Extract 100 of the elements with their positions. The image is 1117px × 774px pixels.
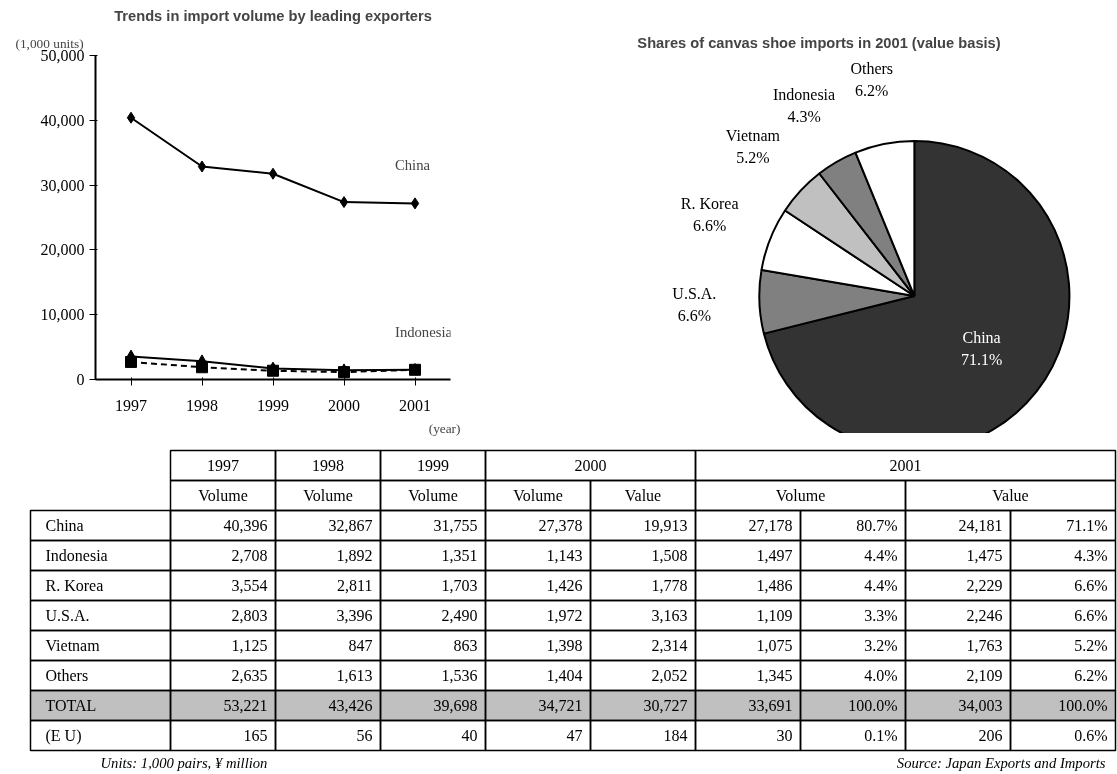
slice-label: U.S.A. [672,284,717,302]
data-label: 1,703 [441,577,478,594]
data-label: 71.1% [1066,517,1108,534]
data-label: 1,404 [546,667,583,684]
data-label: 2,811 [337,577,373,594]
data-label: 32,867 [328,517,373,534]
data-label: 3,163 [651,607,688,624]
data-label: 1,109 [756,607,793,624]
slice-label: China [962,328,1001,346]
x-tick-label: 2001 [399,396,431,414]
slice-label: Indonesia [772,85,836,103]
x-tick-label: 1997 [115,396,147,414]
data-label: 3,554 [231,577,268,594]
data-label: 165 [243,727,268,744]
y-tick-label: 40,000 [40,111,85,129]
data-label: 5.2% [736,148,770,166]
y-tick-label: 0 [76,371,85,388]
point [126,111,136,124]
data-label: 184 [663,727,688,744]
data-label: 56 [356,727,373,744]
data-label: 0.1% [864,727,898,744]
slice-label: Vietnam [725,126,781,144]
data-label: 6.6% [1074,577,1108,594]
x-tick-label: Value [624,487,662,504]
data-label: 53,221 [223,697,268,714]
data-label: 1,763 [966,637,1003,654]
data-label: 100.0% [1058,697,1108,714]
x-axis-title: (year) [428,420,461,436]
data-label: 1,972 [546,607,583,624]
chart-title: Shares of canvas shoe imports in 2001 (value basis) [637,34,1001,51]
data-label: 2,314 [651,637,688,654]
data-label: 1,398 [546,637,583,654]
point [338,366,350,379]
y-tick-label: 20,000 [40,241,85,259]
text: Units: 1,000 pairs, ¥ million [100,754,268,771]
data-label: 39,698 [433,697,478,714]
data-label: 1,475 [966,547,1003,564]
text: 1998 [312,457,344,474]
data-label: 1,536 [441,667,478,684]
data-label: 34,003 [958,697,1003,714]
data-label: 80.7% [856,517,898,534]
data-label: 4.3% [787,107,821,125]
chart-title: Trends in import volume by leading exporters [114,7,432,24]
data-label: 3.2% [864,637,898,654]
x-tick-label: Volume [303,487,353,504]
source-note: Source: Japan Exports and Imports [896,754,1106,771]
data-label: 43,426 [328,697,373,714]
data-label: 2,803 [231,607,268,624]
data-label: 4.3% [1074,547,1108,564]
text: 1999 [417,457,449,474]
data-label: 31,755 [433,517,478,534]
data-label: 2,052 [651,667,688,684]
data-label: 2,246 [966,607,1003,624]
data-label: 1,892 [336,547,373,564]
text: 1997 [207,457,239,474]
data-label: 4.4% [864,547,898,564]
data-label: 33,691 [748,697,793,714]
y-tick-label: Indonesia [45,547,108,564]
data-label: 40 [461,727,478,744]
data-label: 1,486 [756,577,793,594]
data-label: 71.1% [960,351,1003,369]
data-label: 2,109 [966,667,1003,684]
point [267,364,279,377]
data-label: 6.2% [855,82,889,100]
data-label: 30 [776,727,793,744]
data-label: 1,143 [546,547,583,564]
point [196,361,208,374]
data-label: 24,181 [958,517,1003,534]
y-tick-label: Others [45,667,89,684]
x-tick-label: 1998 [186,396,218,414]
data-label: 6.2% [1074,667,1108,684]
text: 2001 [889,457,922,474]
y-tick-label: Vietnam [45,637,101,654]
data-label: 6.6% [1074,607,1108,624]
data-label: 5.2% [1074,637,1108,654]
data-label: 1,351 [441,547,478,564]
data-label: 30,727 [643,697,688,714]
data-label: 2,635 [231,667,268,684]
y-tick-label: R. Korea [45,577,104,594]
x-tick-label: Volume [513,487,563,504]
data-label: 6.6% [677,306,711,324]
y-tick-label: China [45,517,84,534]
data-label: 1,778 [651,577,688,594]
y-tick-label: 10,000 [40,306,85,324]
data-label: 1,497 [756,547,793,564]
y-tick-label: 30,000 [40,176,85,194]
point [339,196,349,209]
x-tick-label: Volume [198,487,248,504]
data-label: 3,396 [336,607,373,624]
point [268,167,278,180]
data-label: 27,378 [538,517,583,534]
data-label: 3.3% [864,607,898,624]
text: 2000 [574,457,607,474]
y-tick-label: (E U) [45,727,82,745]
data-label: 4.0% [864,667,898,684]
data-label: 4.4% [864,577,898,594]
x-tick-label: Value [992,487,1029,504]
data-label: 1,345 [756,667,793,684]
data-label: 1,426 [546,577,583,594]
series-label: China [395,157,431,174]
